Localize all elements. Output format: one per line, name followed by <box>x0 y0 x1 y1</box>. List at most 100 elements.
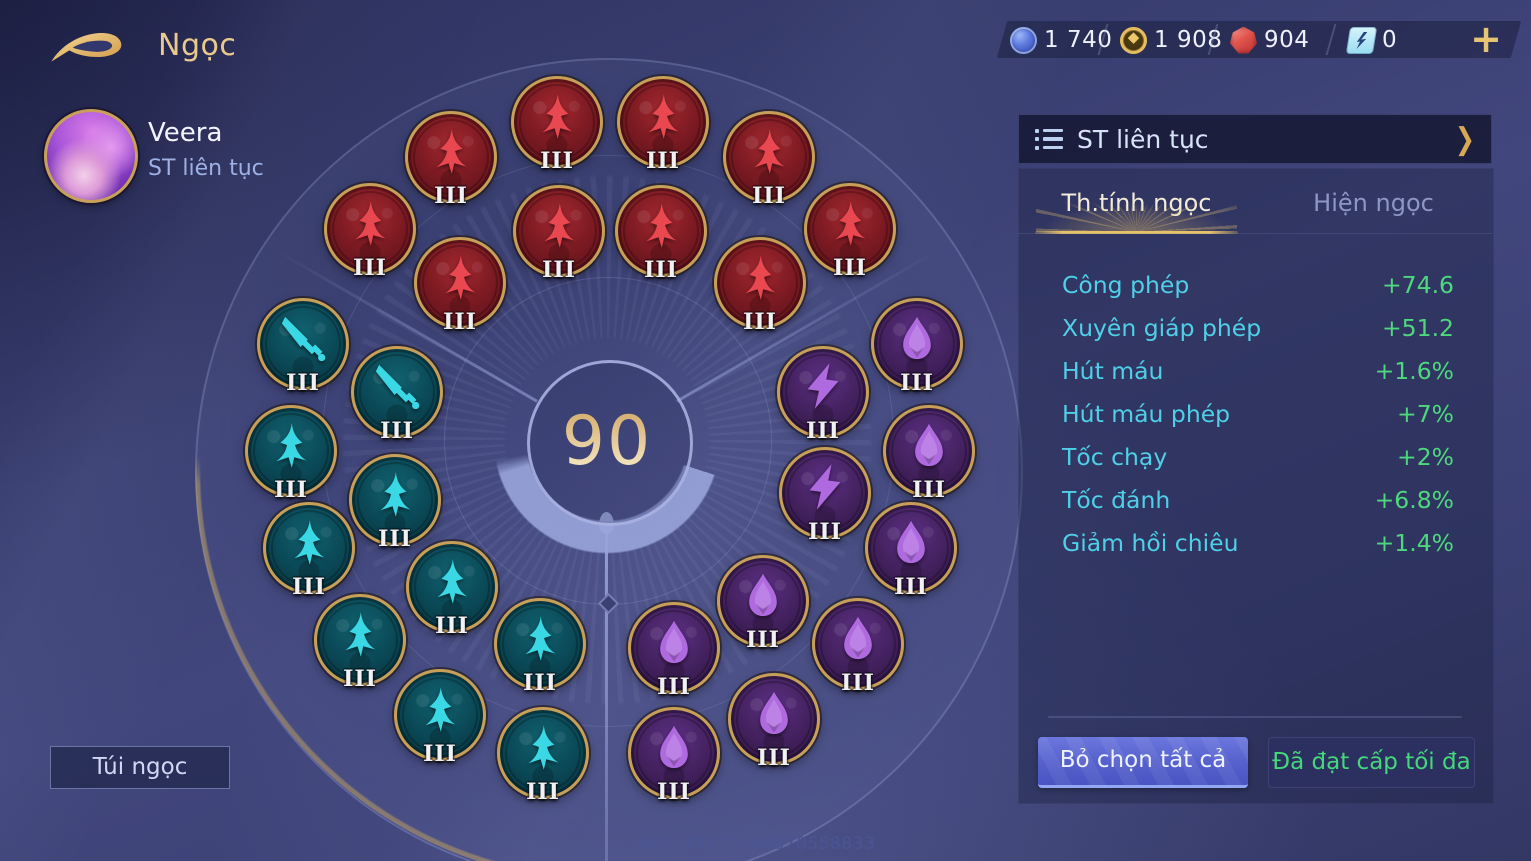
attack-icon <box>445 255 476 300</box>
rune-tier: III <box>806 418 840 444</box>
tab-equipped-runes[interactable]: Hiện ngọc <box>1313 189 1434 217</box>
currency-blue-orb[interactable]: 1 740 <box>1010 22 1112 58</box>
purple-rune-drop[interactable]: III <box>628 707 720 805</box>
lightning-icon <box>809 464 841 510</box>
currency-value: 904 <box>1264 27 1310 53</box>
stat-row: Hút máu +1.6% <box>1018 349 1492 392</box>
attack-icon <box>544 203 575 248</box>
deselect-all-button[interactable]: Bỏ chọn tất cả <box>1038 737 1248 788</box>
rune-tier: III <box>841 670 875 696</box>
rune-tier: III <box>912 477 946 503</box>
rune-tier: III <box>343 666 377 692</box>
rune-tier: III <box>434 183 468 209</box>
attack-icon <box>345 612 376 657</box>
preset-selector[interactable]: ST liên tục ❯ <box>1018 114 1492 164</box>
attack-icon <box>525 616 556 661</box>
currency-gold-coin[interactable]: 1 908 <box>1120 22 1222 58</box>
list-icon <box>1035 128 1063 150</box>
purple-rune-lightning[interactable]: III <box>777 346 869 444</box>
red-rune-attack[interactable]: III <box>615 185 707 283</box>
red-rune-attack[interactable]: III <box>804 183 896 281</box>
red-rune-attack[interactable]: III <box>414 237 506 335</box>
purple-rune-drop[interactable]: III <box>865 502 957 600</box>
stat-value: +1.4% <box>1374 528 1454 557</box>
teal-rune-attack[interactable]: III <box>497 707 589 805</box>
red-rune-attack[interactable]: III <box>617 76 709 174</box>
rune-tier: III <box>752 183 786 209</box>
rune-tier: III <box>353 255 387 281</box>
drop-icon <box>897 520 925 564</box>
attack-icon <box>380 472 411 517</box>
rune-tier: III <box>274 477 308 503</box>
rune-tier: III <box>743 309 777 335</box>
chevron-right-icon: ❯ <box>1454 121 1475 157</box>
attack-icon <box>276 423 307 468</box>
uid-text: UID: 10873148870558833 <box>638 834 876 854</box>
drop-icon <box>844 616 872 660</box>
drop-icon <box>903 316 931 360</box>
attack-icon <box>646 203 677 248</box>
currency-rune-ticket[interactable]: 0 <box>1345 22 1398 58</box>
drop-icon <box>915 423 943 467</box>
preset-selector-label: ST liên tục <box>1077 124 1209 154</box>
sword-icon <box>375 364 420 410</box>
teal-rune-attack[interactable]: III <box>349 454 441 552</box>
teal-rune-attack[interactable]: III <box>394 669 486 767</box>
teal-rune-attack[interactable]: III <box>494 598 586 696</box>
sword-icon <box>281 316 326 362</box>
teal-rune-attack[interactable]: III <box>314 594 406 692</box>
stat-value: +1.6% <box>1374 356 1454 385</box>
red-rune-attack[interactable]: III <box>723 111 815 209</box>
attack-icon <box>835 201 866 246</box>
purple-rune-drop[interactable]: III <box>812 598 904 696</box>
red-rune-attack[interactable]: III <box>511 76 603 174</box>
max-level-button[interactable]: Đã đạt cấp tối đa <box>1268 737 1475 788</box>
tab-baseline <box>1018 233 1492 234</box>
tab-rune-attributes[interactable]: Th.tính ngọc <box>1018 180 1255 235</box>
player-name: Veera <box>148 118 223 148</box>
rune-tier: III <box>292 574 326 600</box>
teal-rune-sword[interactable]: III <box>257 298 349 396</box>
stat-row: Hút máu phép +7% <box>1018 392 1492 435</box>
add-currency-button[interactable]: + <box>1470 17 1502 61</box>
red-rune-attack[interactable]: III <box>513 185 605 283</box>
purple-rune-drop[interactable]: III <box>871 298 963 396</box>
purple-rune-drop[interactable]: III <box>628 602 720 700</box>
stat-label: Hút máu <box>1062 356 1164 385</box>
purple-rune-drop[interactable]: III <box>728 673 820 771</box>
stat-row: Tốc đánh +6.8% <box>1018 478 1492 521</box>
currency-value: 1 908 <box>1154 27 1223 53</box>
purple-rune-drop[interactable]: III <box>883 405 975 503</box>
rune-tier: III <box>523 670 557 696</box>
teal-rune-attack[interactable]: III <box>245 405 337 503</box>
teal-rune-attack[interactable]: III <box>406 541 498 639</box>
attack-icon <box>528 725 559 770</box>
red-rune-attack[interactable]: III <box>405 111 497 209</box>
back-button[interactable] <box>46 24 126 70</box>
teal-rune-sword[interactable]: III <box>351 346 443 444</box>
rune-tier: III <box>435 613 469 639</box>
rune-tier: III <box>443 309 477 335</box>
panel-separator <box>1048 716 1462 718</box>
teal-rune-attack[interactable]: III <box>263 502 355 600</box>
stat-label: Tốc đánh <box>1062 485 1171 514</box>
rune-tier: III <box>900 370 934 396</box>
red-rune-attack[interactable]: III <box>324 183 416 281</box>
attack-icon <box>294 520 325 565</box>
rune-tier: III <box>657 674 691 700</box>
purple-rune-drop[interactable]: III <box>717 555 809 653</box>
purple-rune-lightning[interactable]: III <box>779 447 871 545</box>
drop-icon <box>660 620 688 664</box>
drop-icon <box>660 725 688 769</box>
rune-tier: III <box>526 779 560 805</box>
stat-value: +51.2 <box>1381 313 1454 342</box>
wheel-spoke-bottom <box>605 524 608 861</box>
currency-value: 0 <box>1382 27 1398 53</box>
rune-bag-button[interactable]: Túi ngọc <box>50 746 230 789</box>
attack-icon <box>745 255 776 300</box>
rune-tier: III <box>380 418 414 444</box>
red-rune-attack[interactable]: III <box>714 237 806 335</box>
player-avatar[interactable] <box>44 109 138 203</box>
attack-icon <box>355 201 386 246</box>
currency-red-gem[interactable]: 904 <box>1230 22 1309 58</box>
